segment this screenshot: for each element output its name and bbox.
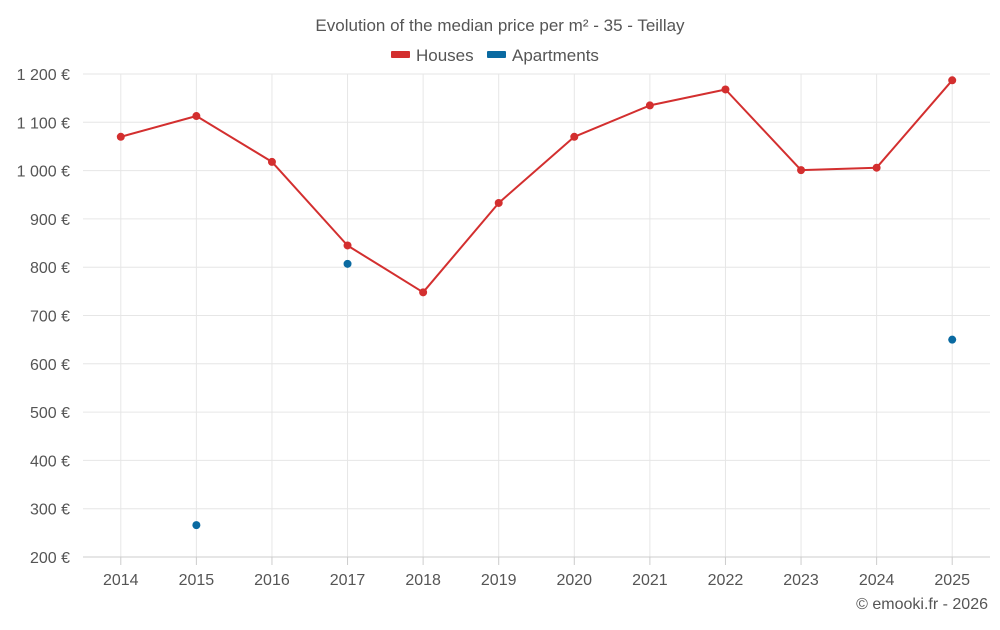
- data-point-houses[interactable]: [948, 76, 957, 85]
- x-tick-label: 2017: [330, 572, 366, 589]
- x-tick-label: 2023: [783, 572, 819, 589]
- x-tick-label: 2015: [179, 572, 215, 589]
- data-point-houses[interactable]: [570, 132, 579, 141]
- axes: 200 € 300 € 400 € 500 € 600 € 700 € 800 € 900 €…: [17, 67, 990, 589]
- data-point-houses[interactable]: [872, 163, 881, 172]
- series-apartments: [192, 259, 957, 530]
- data-point-houses[interactable]: [419, 288, 428, 297]
- legend-label-houses: Houses: [416, 46, 474, 65]
- legend-label-apartments: Apartments: [512, 46, 599, 65]
- data-point-apartments[interactable]: [343, 259, 352, 268]
- data-point-houses[interactable]: [797, 166, 806, 175]
- y-tick-label: 900 €: [30, 212, 70, 229]
- x-tick-label: 2014: [103, 572, 139, 589]
- y-tick-label: 700 €: [30, 309, 70, 326]
- chart-credits[interactable]: © emooki.fr - 2026: [856, 596, 988, 613]
- legend-item-houses[interactable]: Houses: [391, 46, 474, 65]
- chart-legend: Houses Apartments: [391, 46, 599, 65]
- data-point-houses[interactable]: [721, 85, 730, 94]
- y-tick-label: 600 €: [30, 357, 70, 374]
- x-tick-label: 2025: [934, 572, 970, 589]
- x-tick-label: 2022: [708, 572, 744, 589]
- grid-lines: [83, 73, 990, 557]
- y-tick-label: 200 €: [30, 550, 70, 567]
- chart-title: Evolution of the median price per m² - 3…: [315, 16, 685, 35]
- series-layer: [116, 76, 957, 530]
- x-tick-label: 2021: [632, 572, 668, 589]
- x-tick-label: 2018: [405, 572, 441, 589]
- data-point-houses[interactable]: [343, 241, 352, 250]
- y-tick-label: 300 €: [30, 502, 70, 519]
- series-line-houses: [119, 79, 954, 294]
- y-tick-label: 1 200 €: [17, 67, 70, 84]
- x-tick-label: 2024: [859, 572, 895, 589]
- data-point-houses[interactable]: [494, 198, 503, 207]
- data-point-houses[interactable]: [267, 157, 276, 166]
- data-point-houses[interactable]: [116, 132, 125, 141]
- data-point-apartments[interactable]: [192, 521, 201, 530]
- data-point-apartments[interactable]: [948, 335, 957, 344]
- legend-item-apartments[interactable]: Apartments: [487, 46, 599, 65]
- data-point-houses[interactable]: [645, 101, 654, 110]
- x-tick-label: 2020: [556, 572, 592, 589]
- legend-swatch-houses: [391, 51, 410, 58]
- y-tick-label: 500 €: [30, 405, 70, 422]
- y-tick-label: 400 €: [30, 453, 70, 470]
- legend-swatch-apartments: [487, 51, 506, 58]
- y-tick-label: 1 000 €: [17, 164, 70, 181]
- data-point-houses[interactable]: [192, 112, 201, 121]
- y-tick-label: 800 €: [30, 260, 70, 277]
- x-tick-label: 2016: [254, 572, 290, 589]
- x-tick-label: 2019: [481, 572, 517, 589]
- y-tick-label: 1 100 €: [17, 115, 70, 132]
- series-houses: [116, 76, 957, 297]
